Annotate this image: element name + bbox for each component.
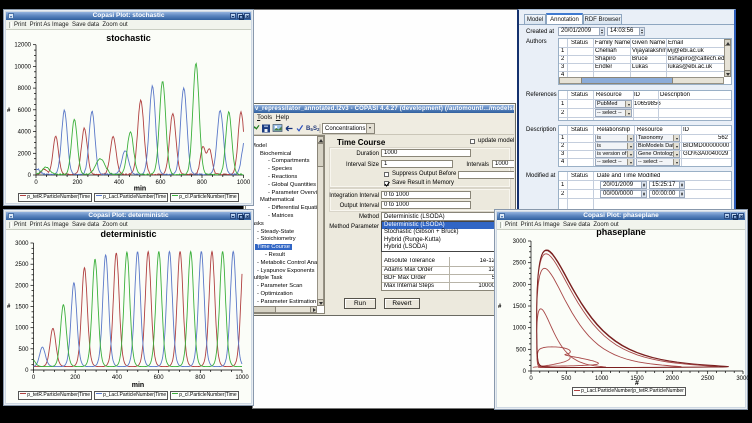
svg-text:0: 0 (529, 376, 533, 382)
svg-text:3000: 3000 (513, 239, 527, 245)
svg-text:800: 800 (195, 375, 206, 381)
svg-text:1000: 1000 (235, 375, 249, 381)
svg-text:2500: 2500 (701, 376, 715, 382)
svg-text:0: 0 (32, 375, 36, 381)
svg-text:0: 0 (25, 368, 29, 374)
svg-text:200: 200 (72, 180, 83, 186)
svg-text:S2: S2 (313, 126, 320, 132)
svg-text:8000: 8000 (18, 86, 32, 92)
svg-text:800: 800 (197, 180, 208, 186)
svg-text:2500: 2500 (513, 261, 527, 267)
svg-text:500: 500 (561, 376, 572, 382)
svg-text:12000: 12000 (14, 43, 31, 49)
svg-text:#: # (498, 304, 502, 310)
svg-text:#: # (7, 108, 11, 114)
svg-text:1500: 1500 (513, 304, 527, 310)
svg-text:1000: 1000 (513, 326, 527, 332)
svg-text:1000: 1000 (15, 326, 29, 332)
svg-text:4000: 4000 (18, 130, 32, 136)
svg-text:500: 500 (18, 347, 29, 353)
svg-text:1000: 1000 (237, 180, 251, 186)
svg-text:1500: 1500 (15, 305, 29, 311)
svg-text:2500: 2500 (15, 262, 29, 268)
svg-text:0: 0 (28, 173, 32, 179)
svg-text:2000: 2000 (15, 283, 29, 289)
svg-text:400: 400 (114, 180, 125, 186)
svg-text:B5: B5 (306, 126, 313, 132)
svg-text:#: # (635, 380, 639, 387)
svg-text:1500: 1500 (630, 376, 644, 382)
svg-text:200: 200 (70, 375, 81, 381)
svg-text:400: 400 (112, 375, 123, 381)
svg-text:500: 500 (516, 347, 527, 353)
svg-text:6000: 6000 (18, 108, 32, 114)
svg-text:2000: 2000 (18, 151, 32, 157)
svg-text:min: min (134, 186, 146, 193)
svg-text:0: 0 (523, 369, 527, 375)
svg-text:2000: 2000 (666, 376, 680, 382)
svg-text:0: 0 (34, 180, 38, 186)
svg-text:10000: 10000 (14, 64, 31, 70)
svg-text:min: min (132, 382, 144, 389)
svg-text:#: # (7, 304, 11, 310)
svg-text:3000: 3000 (15, 241, 29, 247)
svg-text:600: 600 (155, 180, 166, 186)
svg-text:3000: 3000 (736, 376, 748, 382)
svg-text:1000: 1000 (595, 376, 609, 382)
svg-text:600: 600 (154, 375, 165, 381)
svg-text:2000: 2000 (513, 282, 527, 288)
